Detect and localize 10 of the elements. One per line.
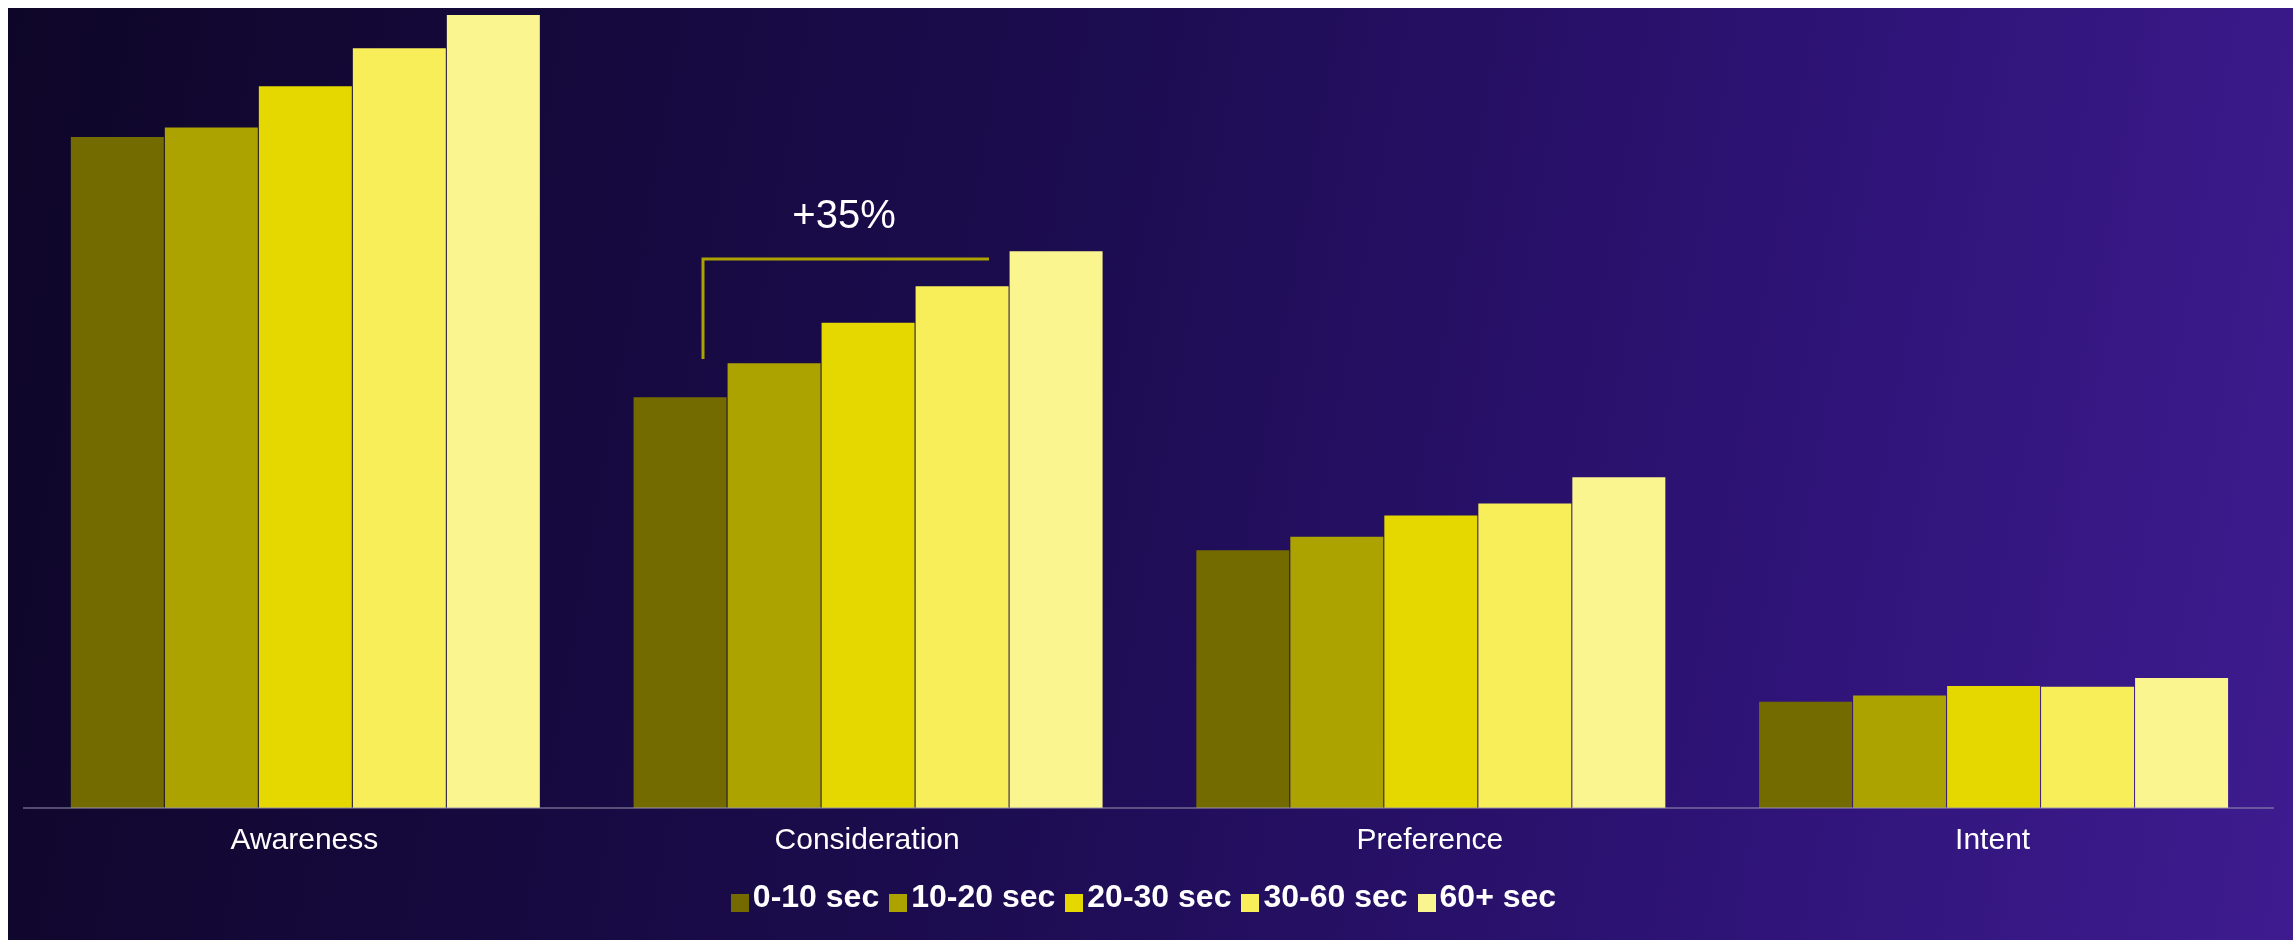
x-tick-label: Preference: [1356, 822, 1504, 856]
x-tick-label: Intent: [1955, 822, 2031, 856]
legend-label: 30-60 sec: [1263, 878, 1408, 914]
legend-label: 20-30 sec: [1087, 878, 1232, 914]
legend-label: 10-20 sec: [911, 878, 1056, 914]
x-tick-label: Awareness: [230, 822, 379, 856]
annotation: +35%: [792, 191, 896, 237]
legend-label: 0-10 sec: [752, 878, 880, 914]
legend-label: 60+ sec: [1439, 878, 1557, 914]
x-tick-label: Consideration: [774, 822, 960, 856]
